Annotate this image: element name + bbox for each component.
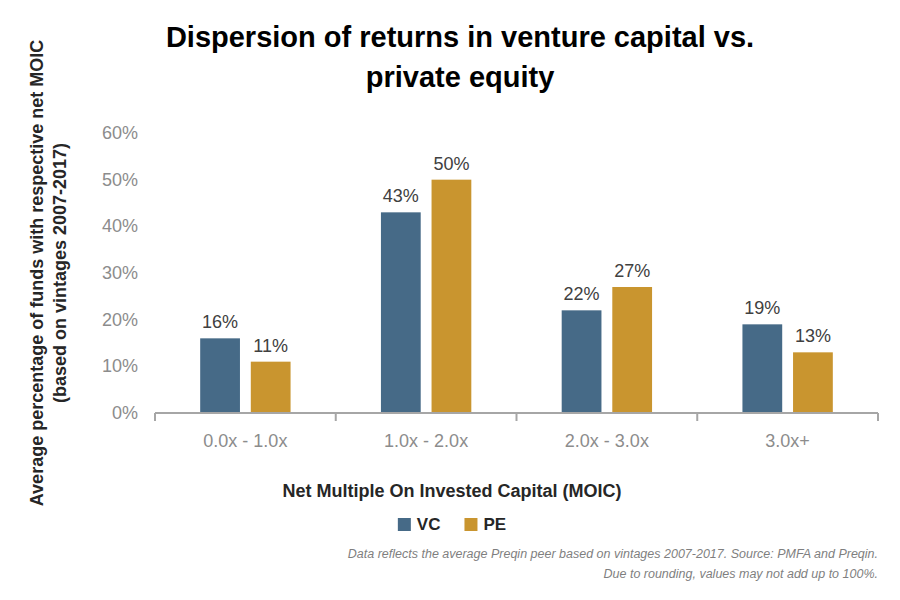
data-labels: 16% 43% 22% 19% 11% 50% 27% 13% <box>202 154 831 356</box>
text-line: private equity <box>366 61 555 93</box>
legend-swatch <box>398 518 411 531</box>
x-tick-label: 2.0x - 3.0x <box>565 431 649 451</box>
x-tick <box>877 413 879 421</box>
legend-swatch <box>464 518 477 531</box>
y-tick-label: 30% <box>102 263 138 283</box>
bar <box>251 362 291 413</box>
y-label-group: Average percentage of funds with respect… <box>27 40 70 506</box>
footnote: Data reflects the average Preqin peer ba… <box>348 547 878 561</box>
text-line: Dispersion of returns in venture capital… <box>166 21 754 53</box>
x-tick <box>696 413 698 421</box>
x-tick <box>335 413 337 421</box>
data-label: 13% <box>795 326 831 346</box>
y-tick-label: 10% <box>102 356 138 376</box>
bar <box>793 352 833 413</box>
data-label: 43% <box>383 186 419 206</box>
x-tick <box>154 413 156 421</box>
background <box>0 0 900 600</box>
y-tick-label: 50% <box>102 170 138 190</box>
legend-label: VC <box>417 515 441 534</box>
bar <box>200 338 240 413</box>
title: Dispersion of returns in venture capital… <box>166 21 754 93</box>
y-tick-label: 40% <box>102 216 138 236</box>
data-label: 22% <box>564 284 600 304</box>
y-tick-label: 60% <box>102 123 138 143</box>
y-axis-label: Average percentage of funds with respect… <box>27 40 70 506</box>
legend: VC PE <box>398 515 506 534</box>
footnote: Due to rounding, values may not add up t… <box>604 567 879 581</box>
bar <box>381 212 421 413</box>
x-tick <box>516 413 518 421</box>
bar <box>742 324 782 413</box>
x-tick-label: 1.0x - 2.0x <box>384 431 468 451</box>
text-line: (based on vintages 2007-2017) <box>50 143 70 403</box>
bar <box>562 310 602 413</box>
x-axis-label: Net Multiple On Invested Capital (MOIC) <box>282 481 621 501</box>
data-label: 16% <box>202 312 238 332</box>
x-tick-label: 0.0x - 1.0x <box>203 431 287 451</box>
bars <box>200 180 833 413</box>
bar <box>612 287 652 413</box>
page: {"chart_data": {"type": "bar", "title": … <box>0 0 900 600</box>
y-tick-label: 0% <box>112 403 138 423</box>
data-label: 11% <box>253 336 288 356</box>
x-tick-label: 3.0x+ <box>765 431 810 451</box>
data-label: 50% <box>433 154 469 174</box>
chart: Dispersion of returns in venture capital… <box>0 0 900 600</box>
y-tick-label: 20% <box>102 310 138 330</box>
data-label: 19% <box>744 298 780 318</box>
text-line: Average percentage of funds with respect… <box>27 40 47 506</box>
data-label: 27% <box>614 261 650 281</box>
bar <box>432 180 472 413</box>
legend-label: PE <box>483 515 506 534</box>
